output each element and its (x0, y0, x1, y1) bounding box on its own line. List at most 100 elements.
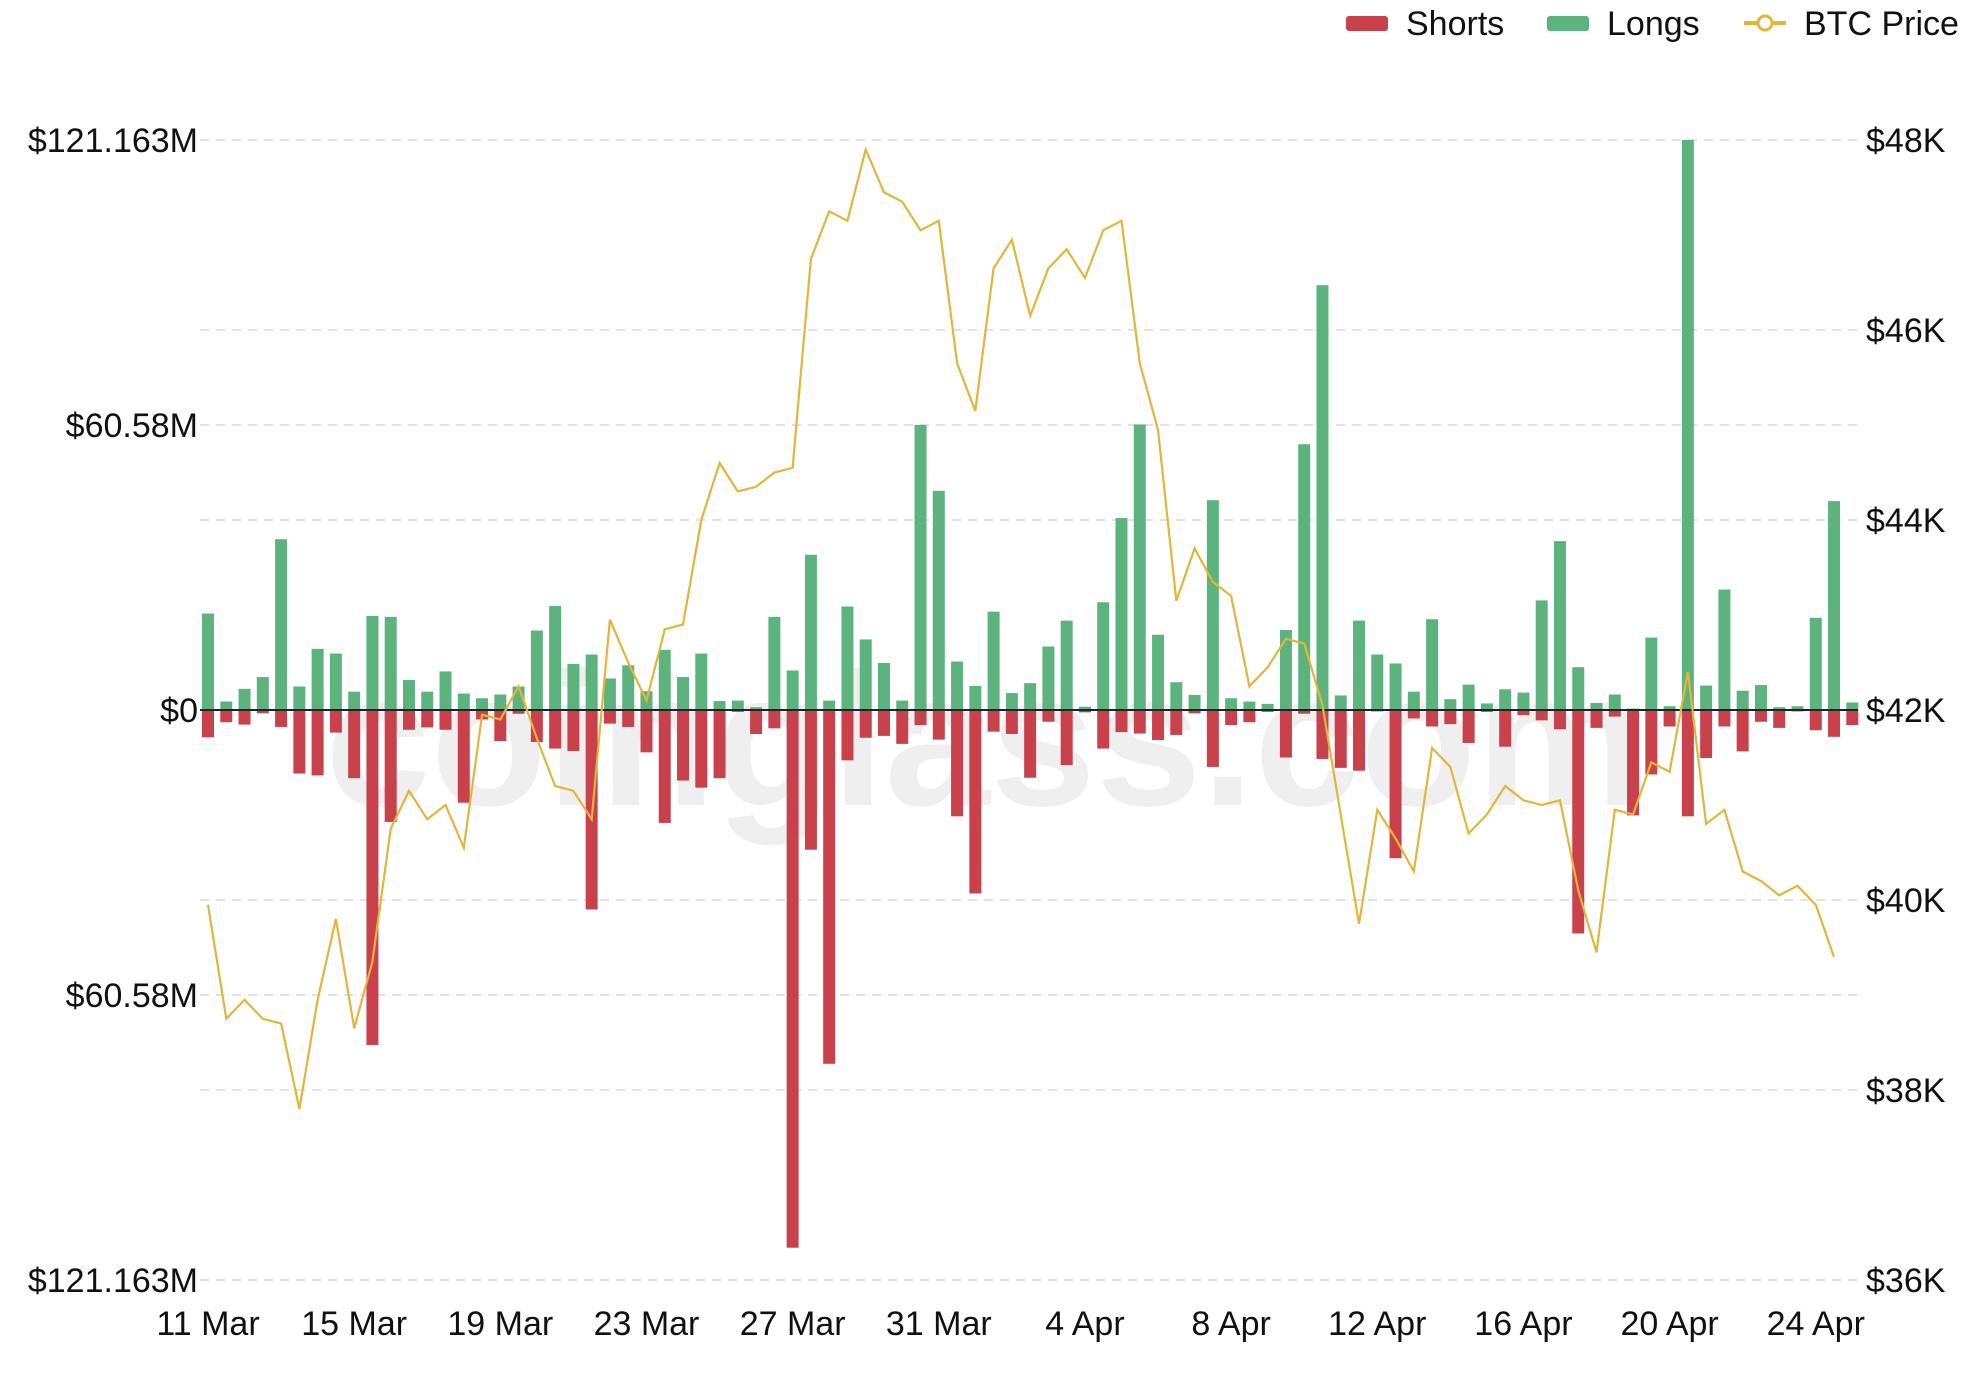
shorts-bar[interactable] (439, 710, 452, 730)
shorts-bar[interactable] (348, 710, 361, 779)
longs-bar[interactable] (1152, 634, 1165, 710)
longs-bar[interactable] (1042, 646, 1055, 710)
shorts-bar[interactable] (1846, 710, 1859, 726)
longs-bar[interactable] (1188, 694, 1201, 710)
shorts-bar[interactable] (1097, 710, 1110, 749)
longs-bar[interactable] (1499, 689, 1512, 710)
longs-bar[interactable] (567, 663, 580, 710)
longs-bar[interactable] (658, 649, 671, 710)
longs-bar[interactable] (238, 688, 251, 710)
shorts-bar[interactable] (1334, 710, 1347, 768)
longs-bar[interactable] (476, 698, 489, 710)
shorts-bar[interactable] (1754, 710, 1767, 722)
shorts-bar[interactable] (1024, 710, 1037, 778)
longs-bar[interactable] (713, 701, 726, 710)
longs-bar[interactable] (932, 490, 945, 710)
longs-bar[interactable] (1298, 444, 1311, 710)
legend-item-btc-price[interactable]: BTC Price (1744, 5, 1959, 43)
shorts-bar[interactable] (1645, 710, 1658, 775)
shorts-bar[interactable] (768, 710, 781, 729)
longs-bar[interactable] (1590, 702, 1603, 710)
shorts-bar[interactable] (512, 710, 525, 714)
shorts-bar[interactable] (1042, 710, 1055, 722)
shorts-bar[interactable] (1663, 710, 1676, 727)
longs-bar[interactable] (585, 654, 598, 710)
longs-bar[interactable] (896, 700, 909, 710)
longs-bar[interactable] (421, 691, 434, 710)
longs-bar[interactable] (841, 606, 854, 711)
longs-bar[interactable] (348, 691, 361, 710)
shorts-bar[interactable] (1152, 710, 1165, 741)
longs-bar[interactable] (1553, 541, 1566, 710)
longs-bar[interactable] (1773, 707, 1786, 710)
shorts-bar[interactable] (658, 710, 671, 823)
longs-bar[interactable] (768, 616, 781, 710)
longs-bar[interactable] (1480, 703, 1493, 710)
longs-bar[interactable] (1206, 500, 1219, 710)
longs-bar[interactable] (329, 653, 342, 710)
longs-bar[interactable] (1718, 589, 1731, 710)
shorts-bar[interactable] (567, 710, 580, 751)
shorts-bar[interactable] (1206, 710, 1219, 767)
longs-bar[interactable] (1791, 706, 1804, 710)
legend-item-longs[interactable]: Longs (1547, 5, 1700, 43)
shorts-bar[interactable] (896, 710, 909, 744)
shorts-bar[interactable] (293, 710, 306, 774)
shorts-bar[interactable] (1828, 710, 1841, 737)
shorts-bar[interactable] (677, 710, 690, 781)
longs-bar[interactable] (969, 686, 982, 710)
shorts-bar[interactable] (1535, 710, 1548, 721)
shorts-bar[interactable] (1298, 710, 1311, 714)
shorts-bar[interactable] (366, 710, 379, 1045)
shorts-bar[interactable] (1279, 710, 1292, 758)
shorts-bar[interactable] (1499, 710, 1512, 747)
shorts-bar[interactable] (1426, 710, 1439, 727)
shorts-bar[interactable] (238, 710, 251, 725)
longs-bar[interactable] (677, 677, 690, 710)
shorts-bar[interactable] (530, 710, 543, 742)
longs-bar[interactable] (1663, 706, 1676, 710)
shorts-bar[interactable] (750, 710, 763, 734)
shorts-bar[interactable] (311, 710, 324, 776)
longs-bar[interactable] (1407, 691, 1420, 710)
longs-bar[interactable] (1828, 501, 1841, 710)
longs-bar[interactable] (1462, 684, 1475, 710)
longs-bar[interactable] (804, 554, 817, 710)
longs-bar[interactable] (786, 670, 799, 710)
shorts-bar[interactable] (640, 710, 653, 753)
longs-bar[interactable] (1097, 602, 1110, 710)
longs-bar[interactable] (1846, 702, 1859, 710)
longs-bar[interactable] (220, 701, 233, 710)
shorts-bar[interactable] (1809, 710, 1822, 731)
shorts-bar[interactable] (220, 710, 233, 723)
longs-bar[interactable] (1426, 619, 1439, 710)
longs-bar[interactable] (202, 613, 214, 710)
shorts-bar[interactable] (275, 710, 288, 727)
longs-bar[interactable] (1334, 695, 1347, 710)
longs-bar[interactable] (823, 700, 836, 710)
shorts-bar[interactable] (1243, 710, 1256, 723)
shorts-bar[interactable] (457, 710, 470, 803)
longs-bar[interactable] (402, 679, 415, 710)
longs-bar[interactable] (1371, 654, 1384, 710)
longs-bar[interactable] (1225, 698, 1238, 710)
shorts-bar[interactable] (1078, 710, 1091, 713)
shorts-bar[interactable] (841, 710, 854, 761)
longs-bar[interactable] (1645, 637, 1658, 710)
longs-bar[interactable] (275, 539, 288, 710)
longs-bar[interactable] (439, 671, 452, 710)
shorts-bar[interactable] (1773, 710, 1786, 728)
shorts-bar[interactable] (951, 710, 964, 817)
shorts-bar[interactable] (421, 710, 434, 728)
shorts-bar[interactable] (1718, 710, 1731, 727)
shorts-bar[interactable] (622, 710, 635, 727)
shorts-bar[interactable] (877, 710, 890, 736)
shorts-bar[interactable] (1353, 710, 1366, 771)
shorts-bar[interactable] (494, 710, 507, 742)
longs-bar[interactable] (1754, 685, 1767, 710)
shorts-bar[interactable] (713, 710, 726, 779)
longs-bar[interactable] (1535, 600, 1548, 710)
shorts-bar[interactable] (1736, 710, 1749, 752)
longs-bar[interactable] (914, 424, 927, 710)
shorts-bar[interactable] (1572, 710, 1585, 934)
